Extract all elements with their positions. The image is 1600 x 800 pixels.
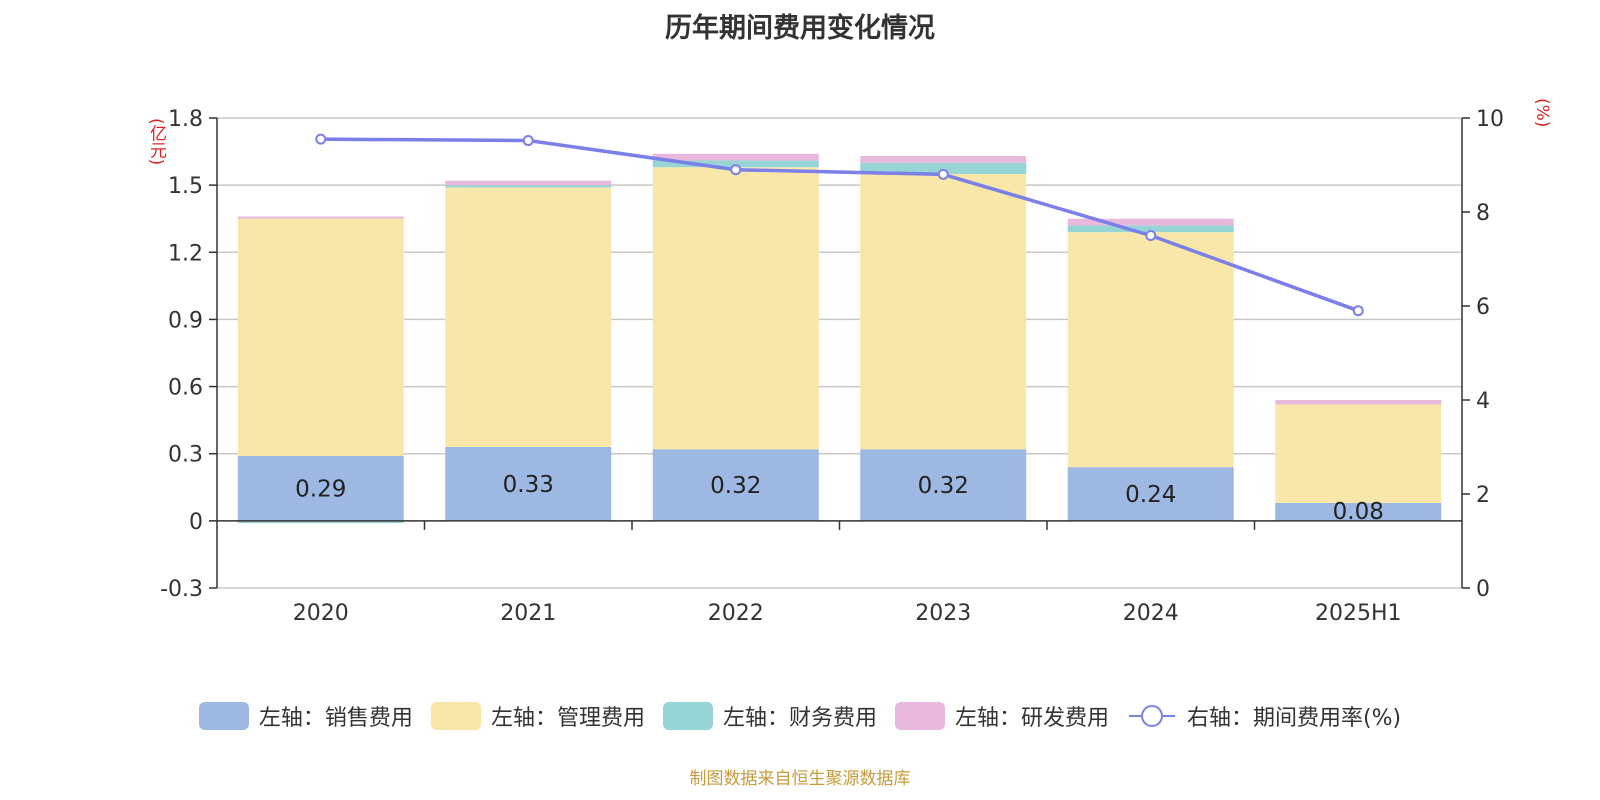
legend-label-admin: 左轴：管理费用 <box>490 706 645 731</box>
bar-segment-series3-2021 <box>445 180 612 186</box>
bar-segment-series1-2021 <box>445 187 612 447</box>
left-axis-unit: (亿元) <box>146 118 166 166</box>
legend-item-sales[interactable]: 左轴：销售费用 <box>198 700 413 732</box>
x-axis-label-2023: 2023 <box>915 601 971 626</box>
bar-segment-series1-2025H1 <box>1275 404 1442 503</box>
bar-segment-series3-2023 <box>860 156 1027 163</box>
right-axis-tick-label: 6 <box>1476 295 1490 320</box>
left-axis-tick-label: 0.6 <box>168 376 203 401</box>
right-axis-tick-label: 4 <box>1476 389 1490 414</box>
right-axis-tick-label: 0 <box>1476 577 1490 602</box>
bar-segment-series0-2024 <box>1067 467 1234 521</box>
legend-item-rate[interactable]: 右轴：期间费用率(%) <box>1127 700 1401 732</box>
bar-segment-series3-2025H1 <box>1275 400 1442 405</box>
rate-point-2022 <box>730 164 742 176</box>
legend-label-rate: 右轴：期间费用率(%) <box>1186 706 1402 731</box>
right-axis-tick-label: 2 <box>1476 483 1490 508</box>
bar-segment-series2-2022 <box>652 160 819 168</box>
legend-label-rd: 左轴：研发费用 <box>954 706 1109 731</box>
rate-point-2020 <box>315 133 327 145</box>
legend: 左轴：销售费用 左轴：管理费用 左轴：财务费用 左轴：研发费用 右轴：期间费用率… <box>0 700 1600 732</box>
bar-segment-series3-2020 <box>237 216 404 219</box>
legend-item-rd[interactable]: 左轴：研发费用 <box>894 700 1109 732</box>
rate-point-2021 <box>522 135 534 147</box>
bar-segment-series3-2024 <box>1067 218 1234 226</box>
legend-swatch-sales <box>198 702 249 730</box>
legend-swatch-rd <box>894 702 945 730</box>
bar-segment-series1-2024 <box>1067 232 1234 468</box>
left-axis-tick-label: 1.5 <box>168 174 203 199</box>
x-axis-label-2020: 2020 <box>293 601 349 626</box>
data-label-2021: 0.33 <box>503 472 554 498</box>
data-label-2024: 0.24 <box>1125 482 1176 508</box>
data-label-2020: 0.29 <box>295 476 346 502</box>
x-axis-label-2024: 2024 <box>1123 601 1179 626</box>
legend-item-finance[interactable]: 左轴：财务费用 <box>662 700 877 732</box>
legend-swatch-rate-icon <box>1128 705 1175 727</box>
left-axis-tick-label: 1.2 <box>168 241 203 266</box>
x-axis-label-2022: 2022 <box>708 601 764 626</box>
legend-label-finance: 左轴：财务费用 <box>722 706 877 731</box>
source-footer: 制图数据来自恒生聚源数据库 <box>689 769 911 789</box>
right-axis-unit: (%) <box>1532 98 1552 128</box>
right-axis-tick-label: 10 <box>1476 107 1504 132</box>
legend-item-admin[interactable]: 左轴：管理费用 <box>430 700 645 732</box>
bar-segment-series2-2021 <box>445 185 612 188</box>
rate-point-2023 <box>937 168 949 180</box>
left-axis-tick-label: 0 <box>189 510 203 535</box>
left-axis-tick-label: -0.3 <box>160 577 203 602</box>
bar-segment-series0-2023 <box>860 449 1027 521</box>
rate-point-2025H1 <box>1352 305 1364 317</box>
bar-segment-series0-2020 <box>237 455 404 521</box>
chart-title: 历年期间费用变化情况 <box>665 13 935 44</box>
bar-segment-series2-2023 <box>860 162 1027 174</box>
data-label-2022: 0.32 <box>710 473 761 499</box>
bar-segment-series1-2022 <box>652 167 819 450</box>
bar-segment-series0-2025H1 <box>1275 502 1442 521</box>
legend-label-sales: 左轴：销售费用 <box>258 706 413 731</box>
left-axis-tick-label: 0.3 <box>168 443 203 468</box>
bar-segment-series0-2021 <box>445 447 612 521</box>
left-axis-tick-label: 1.8 <box>168 107 203 132</box>
data-label-2023: 0.32 <box>918 473 969 499</box>
legend-swatch-finance <box>662 702 713 730</box>
right-axis-tick-label: 8 <box>1476 201 1490 226</box>
left-axis-tick-label: 0.9 <box>168 308 203 333</box>
bar-segment-series2-2024 <box>1067 225 1234 233</box>
bar-segment-series3-2022 <box>652 153 819 161</box>
bar-segment-series1-2020 <box>237 218 404 456</box>
rate-point-2024 <box>1145 230 1157 241</box>
bar-segment-series0-2022 <box>652 449 819 521</box>
bar-segment-series2-2020 <box>237 520 404 524</box>
x-axis-label-2021: 2021 <box>500 601 556 626</box>
bar-segment-series1-2023 <box>860 173 1027 450</box>
rate-line <box>320 137 1359 313</box>
legend-swatch-admin <box>430 702 481 730</box>
x-axis-label-2025H1: 2025H1 <box>1315 601 1402 626</box>
